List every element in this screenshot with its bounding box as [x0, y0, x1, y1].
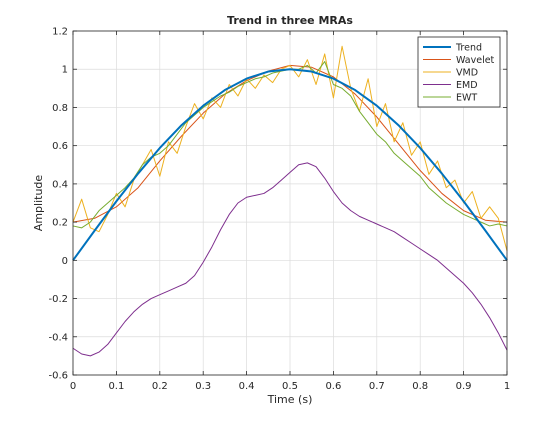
x-tick-label: 0.6 [325, 381, 341, 392]
chart-title: Trend in three MRAs [227, 14, 353, 27]
y-tick-label: 1.2 [52, 27, 68, 38]
x-tick-label: 0.8 [412, 381, 428, 392]
legend-label-trend: Trend [455, 43, 482, 54]
legend-label-ewt: EWT [456, 93, 477, 104]
y-axis-label: Amplitude [32, 175, 45, 232]
legend-label-wavelet: Wavelet [456, 55, 495, 66]
y-tick-label: 1 [62, 65, 68, 76]
legend-label-emd: EMD [456, 80, 478, 91]
x-axis-label: Time (s) [267, 393, 313, 406]
series-layer [72, 45, 508, 357]
x-tick-label: 0.4 [239, 381, 255, 392]
x-tick-label: 0.1 [108, 381, 124, 392]
legend-label-vmd: VMD [456, 68, 478, 79]
series-line-trend [72, 68, 508, 261]
y-tick-label: -0.6 [48, 371, 68, 382]
y-tick-label: 0.6 [52, 141, 68, 152]
x-tick-label: 0.3 [195, 381, 211, 392]
y-tick-label: -0.2 [48, 294, 68, 305]
x-tick-label: 1 [504, 381, 510, 392]
x-tick-label: 0.7 [369, 381, 385, 392]
x-tick-label: 0.5 [282, 381, 298, 392]
y-tick-label: -0.4 [48, 332, 68, 343]
x-tick-label: 0.2 [152, 381, 168, 392]
y-tick-label: 0 [62, 256, 68, 267]
y-tick-label: 0.4 [52, 179, 68, 190]
series-line-emd [72, 162, 508, 357]
x-tick-label: 0 [70, 381, 76, 392]
y-tick-label: 0.8 [52, 103, 68, 114]
y-tick-label: 0.2 [52, 218, 68, 229]
x-tick-label: 0.9 [456, 381, 472, 392]
ticks: 0 0.1 0.2 0.3 0.4 0.5 0.6 0.7 0.8 0.9 1 -0.6 -0.4 -0.… [48, 27, 510, 393]
